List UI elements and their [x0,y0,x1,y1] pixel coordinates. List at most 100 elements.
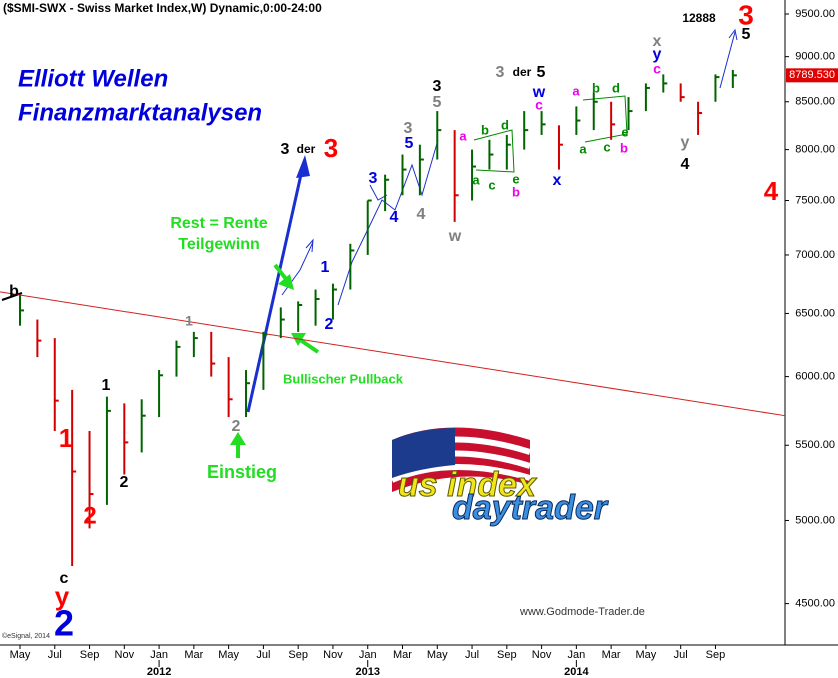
annotation: a [472,172,480,187]
x-tick-label: Mar [602,649,621,661]
annotation: 3 [738,0,754,30]
annotation: b [9,283,19,300]
annotation: d [612,80,620,95]
y-tick-label: 8000.00 [795,144,835,156]
annotation: der [297,142,316,156]
annotation: y [653,46,662,63]
x-tick-label: Jan [359,649,377,661]
y-tick-label: 7000.00 [795,249,835,261]
x-tick-label: Sep [80,649,100,661]
annotation: der [513,65,532,79]
projection-arrow [246,169,304,413]
annotation: 2 [232,418,241,435]
wave-line [1,292,23,301]
annotation: Einstieg [207,462,277,482]
annotation: 1 [185,313,193,329]
annotation: 2 [325,316,334,333]
wave-drawings [1,28,738,458]
x-tick-label: Nov [532,649,552,661]
triangle-line [473,129,515,173]
annotation: 5 [742,26,751,43]
last-value-box [786,68,838,83]
arrow-head [278,274,294,290]
annotation: 2 [54,603,74,644]
annotation: 1 [59,423,73,453]
annotation: 3 [369,170,378,187]
annotation: 5 [433,94,442,111]
x-tick-label: May [10,649,31,661]
y-tick-label: 9500.00 [795,8,835,20]
logo-text: daytrader [452,489,609,527]
wave-line [369,184,388,201]
x-tick-label: May [427,649,448,661]
annotation: c [603,139,610,154]
annotation: w [448,228,462,245]
y-tick-label: 4500.00 [795,598,835,610]
annotation: 3 [404,120,413,137]
annotation: c [488,177,495,192]
logo-text: us index [398,466,538,504]
arrow-head [296,155,310,178]
subtitle: Elliott Wellen [18,65,168,92]
source: www.Godmode-Trader.de [519,606,645,618]
annotation: c [653,61,661,77]
trendline [0,291,786,417]
annotation: b [512,184,520,199]
y-tick-label: 5000.00 [795,514,835,526]
year-label: 2014 [564,666,589,678]
annotation: w [532,84,546,101]
triangle-line [582,95,628,143]
x-tick-label: Mar [393,649,412,661]
x-tick-label: Jul [465,649,479,661]
annotation: e [512,171,519,186]
year-label: 2012 [147,666,171,678]
annotation: 3 [281,141,290,158]
annotation: 5 [405,135,414,152]
y-tick-label: 6500.00 [795,307,835,319]
arrow-head [291,333,306,346]
x-tick-label: Jan [567,649,585,661]
chart-title: ($SMI-SWX - Swiss Market Index,W) Dynami… [3,1,322,15]
x-tick-label: May [636,649,657,661]
annotation: 3 [496,64,505,81]
annotation: 12888 [682,11,716,25]
annotation: Rest = Rente [170,215,267,232]
y-tick-label: 8500.00 [795,96,835,108]
last-value-label: 8789.530 [789,69,835,81]
arrow-head [305,238,314,253]
copyright: ©eSignal, 2014 [2,632,50,640]
annotation: y [681,134,690,151]
y-tick-label: 5500.00 [795,439,835,451]
annotation: 3 [324,133,338,163]
annotation: 1 [321,259,330,276]
flag-canton [392,428,455,478]
annotation: x [553,172,562,189]
annotation: c [535,97,543,113]
annotation: b [592,80,600,95]
x-tick-label: Sep [288,649,308,661]
annotation: 3 [433,78,442,95]
y-tick-label: 6000.00 [795,371,835,383]
logo: us index daytrader [390,427,609,527]
x-tick-label: Jul [48,649,62,661]
annotation: a [579,141,587,156]
annotation: Teilgewinn [178,236,259,253]
y-tick-label: 7500.00 [795,194,835,206]
annotation: a [459,128,467,143]
x-tick-label: Nov [323,649,343,661]
annotation: a [572,83,580,98]
subtitle: Finanzmarktanalysen [18,99,262,126]
year-label: 2013 [355,666,379,678]
annotation: d [501,117,509,132]
x-tick-label: Sep [706,649,726,661]
annotation: b [481,122,489,137]
x-tick-label: May [218,649,239,661]
annotation: 5 [537,64,546,81]
arrow-head [728,28,738,41]
x-tick-label: Nov [115,649,135,661]
annotation: 2 [120,474,129,491]
y-tick-label: 9000.00 [795,51,835,63]
x-tick-label: Sep [497,649,517,661]
annotation: 2 [83,502,96,529]
